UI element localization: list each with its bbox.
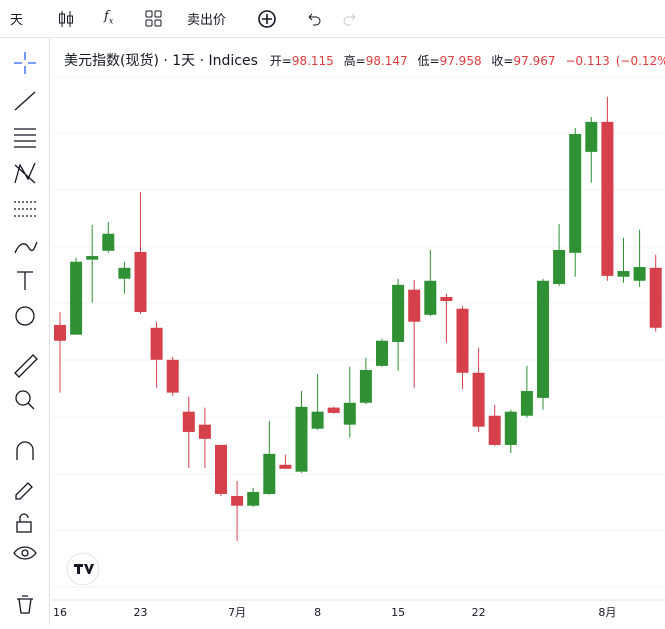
- x-tick-label: 8: [314, 606, 321, 619]
- candle-body: [359, 369, 372, 403]
- open-label: 开=: [269, 54, 292, 68]
- candle-body: [134, 251, 147, 312]
- lock-draw-tool[interactable]: [15, 482, 33, 500]
- x-tick-label: 16: [53, 606, 67, 619]
- brush-tool[interactable]: [14, 241, 38, 254]
- add-icon[interactable]: [256, 8, 278, 30]
- candle-body: [424, 280, 437, 315]
- candle-body: [376, 340, 388, 366]
- candle-body: [279, 464, 292, 469]
- plot: 16 23 7月 8 15 22 8月: [53, 96, 662, 619]
- layout-icon[interactable]: [144, 9, 164, 29]
- candle-body: [247, 491, 260, 506]
- candle-body: [553, 249, 566, 285]
- trash-tool[interactable]: [17, 595, 33, 614]
- candle-body: [86, 256, 99, 260]
- low-value: 97.958: [439, 54, 482, 68]
- candle-body: [54, 324, 66, 341]
- candle-body: [633, 266, 646, 281]
- drawing-toolbar: [0, 38, 50, 625]
- line-tool[interactable]: [14, 91, 36, 111]
- magnet-tool[interactable]: [16, 441, 34, 460]
- fib-tool[interactable]: [14, 201, 36, 217]
- hline-tool[interactable]: [14, 128, 36, 148]
- zoom-tool[interactable]: [15, 390, 31, 406]
- candle-body: [295, 406, 308, 472]
- x-tick-label: 23: [134, 606, 148, 619]
- candle-body: [392, 284, 405, 342]
- candle-body: [311, 411, 324, 429]
- candle-body: [585, 121, 598, 152]
- indicators-icon[interactable]: fx: [104, 9, 114, 26]
- top-toolbar: 天 fx 卖出价: [0, 0, 665, 38]
- candle-body: [215, 444, 227, 494]
- pattern-tool[interactable]: [14, 162, 36, 184]
- text-tool[interactable]: [17, 271, 33, 290]
- x-tick-label: 7月: [228, 606, 246, 619]
- candle-body: [263, 453, 276, 494]
- candle-body: [504, 411, 517, 445]
- candle-body: [520, 391, 533, 416]
- redo-icon[interactable]: [341, 10, 359, 28]
- candle-body: [456, 308, 469, 373]
- candle-body: [569, 134, 582, 253]
- candle-body: [537, 280, 549, 398]
- x-tick-label: 22: [472, 606, 486, 619]
- candle-body: [601, 121, 614, 276]
- visibility-tool[interactable]: [13, 546, 37, 560]
- sell-button[interactable]: 卖出价: [187, 13, 227, 28]
- change-pct: (−0.12%): [615, 54, 665, 68]
- high-value: 98.147: [365, 54, 408, 68]
- undo-icon[interactable]: [305, 10, 323, 28]
- candle-body: [408, 289, 421, 322]
- candle-body: [118, 267, 131, 279]
- change: −0.113: [565, 54, 610, 68]
- chart-type-icon[interactable]: [56, 9, 76, 29]
- candle-body: [70, 261, 83, 335]
- candle-body: [327, 407, 340, 413]
- cross-tool[interactable]: [14, 52, 36, 74]
- candle-body: [343, 402, 356, 425]
- legend: 美元指数(现货) · 1天 · Indices 开=98.115 高=98.14…: [64, 50, 665, 70]
- candle-body: [440, 296, 453, 302]
- tool-icons: [13, 52, 38, 614]
- candle-body: [649, 267, 662, 328]
- x-tick-label: 8月: [598, 606, 616, 619]
- candle-body: [166, 359, 179, 393]
- close-label: 收=: [491, 54, 514, 68]
- high-label: 高=: [343, 54, 366, 68]
- close-value: 97.967: [513, 54, 556, 68]
- candle-body: [472, 372, 485, 427]
- x-tick-label: 15: [391, 606, 405, 619]
- low-label: 低=: [417, 54, 440, 68]
- grid: [52, 76, 665, 588]
- lock-tool[interactable]: [16, 521, 32, 533]
- open-value: 98.115: [291, 54, 334, 68]
- tv-logo[interactable]: [66, 552, 100, 586]
- interval-button[interactable]: 天: [10, 13, 24, 28]
- candle-body: [488, 415, 501, 445]
- ruler-tool[interactable]: [14, 354, 38, 378]
- symbol: 美元指数(现货) · 1天 · Indices: [64, 53, 258, 69]
- candle-body: [150, 327, 163, 360]
- candle-body: [182, 411, 195, 432]
- candle-body: [102, 233, 115, 251]
- candle-body: [617, 271, 630, 277]
- emoji-tool[interactable]: [15, 306, 35, 326]
- candle-body: [231, 495, 244, 506]
- candle-body: [198, 424, 211, 439]
